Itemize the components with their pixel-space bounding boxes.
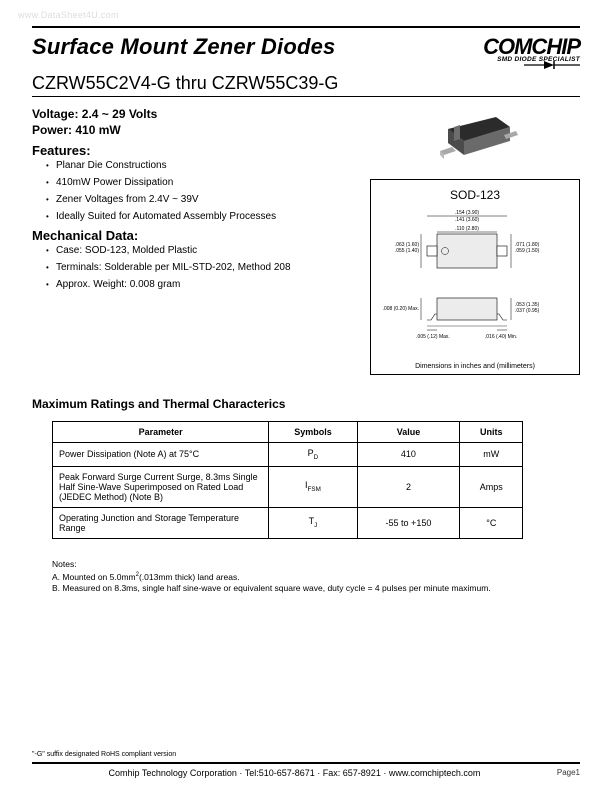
page-footer: Comhip Technology Corporation · Tel:510-… — [32, 762, 580, 778]
feature-item: Planar Die Constructions — [46, 160, 354, 171]
outline-drawing-box: SOD-123 .154 (3.90) .141 (3.60) .110 (2.… — [370, 179, 580, 375]
cell-symbol: TJ — [269, 507, 357, 538]
outline-drawing: .154 (3.90) .141 (3.60) .110 (2.80) .098… — [379, 206, 573, 356]
part-range-subtitle: CZRW55C2V4-G thru CZRW55C39-G — [32, 73, 580, 94]
cell-value: 2 — [357, 466, 460, 507]
svg-text:.141 (3.60): .141 (3.60) — [455, 217, 480, 223]
features-heading: Features: — [32, 143, 354, 158]
svg-text:.008 (0.20) Max.: .008 (0.20) Max. — [383, 306, 419, 312]
cell-value: 410 — [357, 443, 460, 467]
cell-symbol: IFSM — [269, 466, 357, 507]
feature-item: Zener Voltages from 2.4V ~ 39V — [46, 194, 354, 205]
cell-value: -55 to +150 — [357, 507, 460, 538]
footer-company-info: Comhip Technology Corporation · Tel:510-… — [32, 768, 557, 778]
watermark-text: www.DataSheet4U.com — [18, 10, 119, 20]
cell-symbol: PD — [269, 443, 357, 467]
note-a: A. Mounted on 5.0mm2(.013mm thick) land … — [52, 571, 580, 584]
svg-text:.016 (.40) Min.: .016 (.40) Min. — [485, 334, 517, 340]
cell-param: Peak Forward Surge Current Surge, 8.3ms … — [53, 466, 269, 507]
cell-param: Operating Junction and Storage Temperatu… — [53, 507, 269, 538]
cell-unit: Amps — [460, 466, 523, 507]
table-row: Operating Junction and Storage Temperatu… — [53, 507, 523, 538]
rule-sub — [32, 96, 580, 97]
rohs-footnote: "-G" suffix designated RoHS compliant ve… — [32, 751, 176, 758]
col-parameter: Parameter — [53, 422, 269, 443]
logo-subtitle: SMD DIODE SPECIALIST — [483, 56, 580, 63]
cell-unit: °C — [460, 507, 523, 538]
col-value: Value — [357, 422, 460, 443]
svg-text:.059 (1.50): .059 (1.50) — [515, 248, 540, 254]
mechanical-list: Case: SOD-123, Molded Plastic Terminals:… — [46, 245, 354, 290]
note-b: B. Measured on 8.3ms, single half sine-w… — [52, 583, 580, 595]
power-label: Power: 410 mW — [32, 123, 354, 137]
company-logo: COMCHIP SMD DIODE SPECIALIST — [483, 34, 580, 69]
mech-item: Approx. Weight: 0.008 gram — [46, 279, 354, 290]
spec-text-col: Voltage: 2.4 ~ 29 Volts Power: 410 mW Fe… — [32, 107, 354, 375]
feature-item: 410mW Power Dissipation — [46, 177, 354, 188]
features-list: Planar Die Constructions 410mW Power Dis… — [46, 160, 354, 222]
spec-section: Voltage: 2.4 ~ 29 Volts Power: 410 mW Fe… — [32, 107, 580, 375]
ratings-table: Parameter Symbols Value Units Power Diss… — [52, 421, 523, 539]
package-col: SOD-123 .154 (3.90) .141 (3.60) .110 (2.… — [370, 107, 580, 375]
package-3d-icon — [430, 107, 520, 167]
mechanical-heading: Mechanical Data: — [32, 228, 354, 243]
feature-item: Ideally Suited for Automated Assembly Pr… — [46, 211, 354, 222]
page-number: Page1 — [557, 768, 580, 778]
table-header-row: Parameter Symbols Value Units — [53, 422, 523, 443]
table-row: Peak Forward Surge Current Surge, 8.3ms … — [53, 466, 523, 507]
svg-text:.005 (.12) Max.: .005 (.12) Max. — [416, 334, 450, 340]
svg-text:.154 (3.90): .154 (3.90) — [455, 210, 480, 216]
title-row: Surface Mount Zener Diodes COMCHIP SMD D… — [32, 34, 580, 69]
svg-text:.037 (0.95): .037 (0.95) — [515, 308, 540, 314]
rule-top — [32, 26, 580, 28]
svg-text:.110 (2.80): .110 (2.80) — [455, 226, 479, 232]
drawing-title: SOD-123 — [379, 188, 571, 202]
col-symbols: Symbols — [269, 422, 357, 443]
drawing-caption: Dimensions in inches and (millimeters) — [379, 363, 571, 370]
svg-text:.055 (1.40): .055 (1.40) — [395, 248, 420, 254]
mech-item: Terminals: Solderable per MIL-STD-202, M… — [46, 262, 354, 273]
cell-unit: mW — [460, 443, 523, 467]
table-row: Power Dissipation (Note A) at 75°C PD 41… — [53, 443, 523, 467]
notes-block: Notes: A. Mounted on 5.0mm2(.013mm thick… — [52, 559, 580, 596]
voltage-label: Voltage: 2.4 ~ 29 Volts — [32, 107, 354, 121]
mech-item: Case: SOD-123, Molded Plastic — [46, 245, 354, 256]
cell-param: Power Dissipation (Note A) at 75°C — [53, 443, 269, 467]
notes-heading: Notes: — [52, 559, 580, 571]
page-title: Surface Mount Zener Diodes — [32, 34, 335, 60]
col-units: Units — [460, 422, 523, 443]
table-heading: Maximum Ratings and Thermal Characterics — [32, 397, 580, 411]
